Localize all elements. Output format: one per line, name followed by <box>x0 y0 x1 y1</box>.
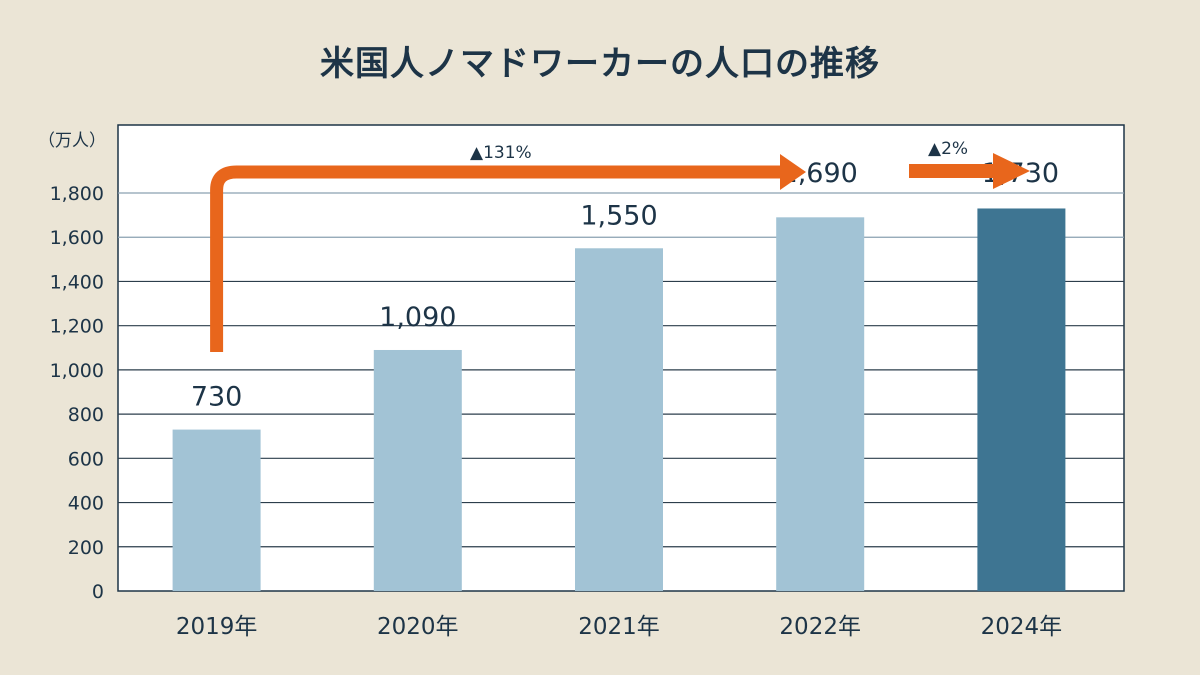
y-tick-label: 1,600 <box>50 227 104 249</box>
x-tick-label: 2020年 <box>377 614 459 640</box>
data-label: 1,090 <box>379 302 456 333</box>
y-axis-unit: （万人） <box>38 131 106 151</box>
x-tick-label: 2021年 <box>578 614 660 640</box>
y-tick-label: 1,000 <box>50 360 104 382</box>
x-tick-label: 2022年 <box>779 614 861 640</box>
y-tick-label: 1,800 <box>50 183 104 205</box>
y-tick-label: 400 <box>68 493 104 515</box>
growth-arrow-131 <box>210 165 785 352</box>
arrow-head <box>993 153 1030 189</box>
y-tick-label: 1,200 <box>50 316 104 338</box>
chart-title: 米国人ノマドワーカーの人口の推移 <box>320 44 880 84</box>
y-tick-label: 1,400 <box>50 271 104 293</box>
data-label: 1,550 <box>580 200 657 231</box>
bar <box>172 429 261 591</box>
annotation-2: ▲2% <box>928 139 968 159</box>
x-tick-label: 2019年 <box>176 614 258 640</box>
arrow-head <box>780 154 806 190</box>
growth-arrow-2 <box>909 164 994 178</box>
data-label: 730 <box>191 382 243 413</box>
x-tick-label: 2024年 <box>981 614 1063 640</box>
y-tick-label: 800 <box>68 404 104 426</box>
y-tick-label: 600 <box>68 448 104 470</box>
bar <box>575 248 663 591</box>
bar <box>776 217 865 592</box>
bar <box>373 349 462 591</box>
bar <box>977 208 1066 591</box>
y-tick-label: 200 <box>68 537 104 559</box>
y-tick-label: 0 <box>92 581 104 603</box>
annotation-131: ▲131% <box>470 143 532 163</box>
